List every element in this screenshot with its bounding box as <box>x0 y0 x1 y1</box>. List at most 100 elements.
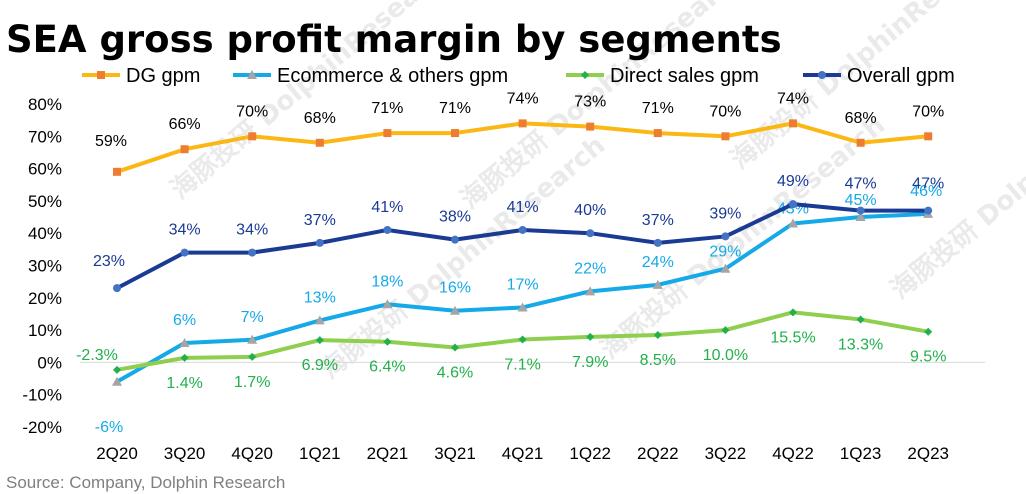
data-point <box>314 315 325 325</box>
y-axis: 80% 70% 60% 50% 40% 30% 20% 10% 0% -10% -20% <box>22 95 62 437</box>
y-tick-label: 60% <box>28 160 62 179</box>
data-label: 13% <box>304 289 336 306</box>
x-tick-label: 2Q20 <box>96 444 138 463</box>
x-tick-label: 2Q22 <box>637 444 679 463</box>
data-label: 68% <box>845 110 877 127</box>
data-label: 59% <box>95 133 127 150</box>
data-label: 41% <box>507 199 539 216</box>
source-note: Source: Company, Dolphin Research <box>6 473 285 492</box>
data-label: 49% <box>777 173 809 190</box>
data-point <box>383 129 392 138</box>
data-label: 1.7% <box>234 374 270 391</box>
y-tick-label: -10% <box>22 386 62 405</box>
data-label: 13.3% <box>838 336 883 353</box>
data-point <box>924 132 933 141</box>
legend-marker <box>97 71 105 79</box>
data-label: -2.3% <box>76 347 118 364</box>
data-label: 6.9% <box>302 357 338 374</box>
x-tick-label: 4Q21 <box>502 444 544 463</box>
data-label: 4.6% <box>437 365 473 382</box>
data-point <box>112 376 122 386</box>
data-point <box>789 119 797 128</box>
data-point <box>315 238 324 247</box>
data-label: 45% <box>845 192 877 209</box>
data-label: 73% <box>574 94 606 111</box>
data-label: 71% <box>371 100 403 117</box>
y-tick-label: 30% <box>28 257 62 276</box>
data-label: 6% <box>173 312 196 329</box>
data-label: 34% <box>236 222 268 239</box>
chart-title: SEA gross profit margin by segments <box>6 18 782 61</box>
data-point <box>856 315 865 324</box>
data-point <box>924 206 933 215</box>
data-point <box>721 132 730 141</box>
data-label: 66% <box>169 116 201 133</box>
data-point <box>585 286 596 296</box>
x-tick-label: 3Q20 <box>164 444 206 463</box>
data-label: 7.9% <box>572 354 608 371</box>
data-label: 23% <box>93 253 125 270</box>
data-point <box>721 232 730 241</box>
watermark-text: 海豚投研 DolphinResearch <box>885 50 1026 305</box>
data-label: 18% <box>371 273 403 290</box>
y-tick-label: 40% <box>28 224 62 243</box>
data-label: 7.1% <box>504 356 540 373</box>
data-point <box>450 305 460 315</box>
y-tick-label: 0% <box>37 353 62 372</box>
x-tick-label: 1Q22 <box>569 444 611 463</box>
plot-area: 59% 66% 70% 68% 71% 71% 74% 73% 71% 70% 74% 68% 70% -… <box>76 90 946 435</box>
x-tick-label: 2Q21 <box>367 444 409 463</box>
data-point <box>383 225 392 234</box>
data-label: 40% <box>574 202 606 219</box>
data-point <box>518 335 527 344</box>
data-label: 70% <box>709 103 741 120</box>
data-label: 37% <box>304 212 336 229</box>
y-tick-label: 20% <box>28 289 62 308</box>
legend: DG gpm Ecommerce & others gpm Direct sales… <box>82 65 955 87</box>
data-point <box>248 248 257 257</box>
data-label: 71% <box>642 100 674 117</box>
data-point <box>180 353 189 362</box>
data-label: 10.0% <box>703 347 748 364</box>
data-label: 9.5% <box>910 349 946 366</box>
legend-label: Overall gpm <box>847 65 955 87</box>
data-point <box>451 235 459 244</box>
data-label: 41% <box>371 199 403 216</box>
data-point <box>653 330 662 339</box>
data-label: 47% <box>845 176 877 193</box>
data-point <box>517 302 528 312</box>
data-point <box>721 326 730 335</box>
data-label: 37% <box>642 212 674 229</box>
x-axis: 2Q20 3Q20 4Q20 1Q21 2Q21 3Q21 4Q21 1Q22 2Q22 3Q22… <box>80 361 985 463</box>
legend-label: DG gpm <box>126 65 200 87</box>
data-label: 47% <box>912 176 944 193</box>
data-point <box>788 218 798 228</box>
data-label: 71% <box>439 100 471 117</box>
data-label: 7% <box>241 309 264 326</box>
legend-label: Direct sales gpm <box>610 65 759 87</box>
x-tick-label: 3Q21 <box>434 444 476 463</box>
data-point <box>113 365 121 374</box>
legend-marker <box>581 71 589 79</box>
data-point <box>856 206 865 215</box>
data-label: 22% <box>574 260 606 277</box>
data-point <box>855 212 866 222</box>
data-point <box>653 238 662 247</box>
data-point <box>856 138 865 147</box>
data-label: 39% <box>709 205 741 222</box>
data-label: 68% <box>304 110 336 127</box>
data-label: 74% <box>507 90 539 107</box>
data-point <box>586 229 595 238</box>
data-label: 16% <box>439 280 471 297</box>
data-label: 74% <box>777 90 809 107</box>
x-tick-label: 4Q20 <box>231 444 273 463</box>
y-tick-label: 70% <box>28 127 62 146</box>
legend-label: Ecommerce & others gpm <box>277 65 508 87</box>
data-label: 24% <box>642 254 674 271</box>
data-point <box>653 129 662 138</box>
data-point <box>451 129 459 138</box>
x-tick-label: 1Q21 <box>299 444 341 463</box>
data-label: 34% <box>169 222 201 239</box>
data-point <box>652 279 663 289</box>
